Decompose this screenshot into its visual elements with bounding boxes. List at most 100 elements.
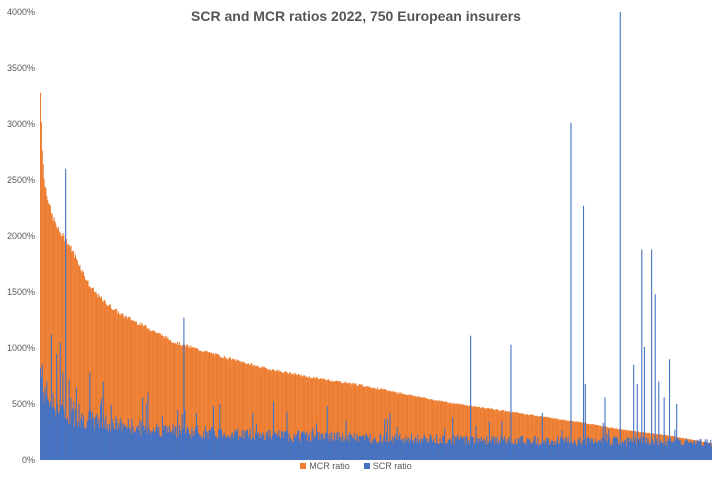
scr-bar	[537, 437, 539, 460]
mcr-bar	[192, 346, 194, 460]
mcr-bar	[367, 385, 369, 460]
scr-bar	[172, 423, 174, 460]
mcr-bar	[205, 351, 207, 460]
scr-bar	[449, 437, 451, 460]
scr-bar	[229, 439, 231, 460]
scr-bar	[416, 442, 418, 460]
scr-bar	[91, 412, 94, 460]
scr-bar	[145, 403, 147, 460]
mcr-bar	[325, 380, 327, 460]
scr-bar	[248, 434, 250, 460]
mcr-bar	[485, 408, 487, 460]
scr-bar	[93, 429, 95, 460]
mcr-bar	[446, 402, 448, 460]
scr-bar	[583, 439, 585, 460]
mcr-bar	[164, 336, 166, 460]
scr-spike-bar	[643, 346, 645, 460]
mcr-bar	[92, 287, 94, 460]
scr-bar	[548, 445, 550, 460]
mcr-bar	[177, 341, 179, 460]
scr-bar	[430, 436, 432, 460]
scr-bar	[475, 425, 477, 460]
scr-bar	[174, 427, 176, 460]
scr-bar	[44, 387, 46, 460]
scr-bar	[393, 437, 395, 460]
scr-bar	[328, 441, 330, 460]
scr-bar	[468, 439, 470, 460]
mcr-bar	[95, 291, 97, 460]
mcr-bar	[307, 377, 309, 460]
scr-bar	[126, 428, 128, 460]
scr-bar	[307, 441, 309, 460]
mcr-bar	[132, 319, 134, 460]
scr-bar	[560, 436, 562, 460]
scr-bar	[312, 428, 314, 460]
mcr-bar	[553, 418, 555, 460]
scr-bar	[582, 440, 584, 460]
mcr-bar	[156, 332, 158, 460]
scr-bar	[292, 441, 294, 460]
mcr-bar	[484, 408, 486, 460]
mcr-bar	[106, 305, 108, 460]
scr-bar	[208, 430, 210, 460]
scr-bar	[462, 439, 464, 460]
scr-bar	[586, 437, 588, 460]
mcr-bar	[169, 339, 171, 460]
scr-spike-bar	[676, 404, 678, 460]
mcr-bar	[505, 410, 507, 460]
scr-bar	[122, 423, 124, 460]
scr-bar	[47, 398, 49, 460]
scr-bar	[98, 418, 100, 460]
scr-bar	[406, 440, 408, 460]
scr-bar	[697, 440, 699, 460]
scr-bar	[109, 430, 111, 460]
scr-spike-bar	[541, 412, 543, 460]
mcr-bar	[593, 424, 595, 460]
scr-bar	[634, 441, 636, 460]
mcr-bar	[483, 407, 485, 460]
chart-title: SCR and MCR ratios 2022, 750 European in…	[191, 8, 521, 24]
mcr-bar	[155, 333, 157, 460]
scr-bar	[176, 438, 178, 460]
mcr-bar	[179, 344, 181, 460]
scr-bar	[542, 442, 544, 460]
mcr-bar	[134, 321, 136, 460]
mcr-bar	[210, 353, 212, 460]
scr-bar	[696, 439, 698, 460]
scr-bar	[380, 435, 382, 460]
mcr-bar	[625, 430, 628, 460]
scr-bar	[210, 430, 212, 460]
mcr-bar	[465, 405, 467, 460]
scr-bar	[341, 441, 343, 460]
scr-bar	[523, 443, 525, 460]
scr-bar	[346, 438, 348, 460]
mcr-bar	[359, 384, 361, 460]
mcr-bar	[609, 427, 611, 460]
mcr-bar	[289, 372, 292, 460]
scr-bar	[199, 436, 201, 460]
scr-bar	[601, 436, 603, 460]
scr-bar	[669, 438, 671, 460]
mcr-bar	[280, 371, 282, 460]
scr-bar	[314, 435, 316, 460]
scr-bar	[477, 437, 479, 460]
scr-bar	[327, 435, 329, 460]
scr-bar	[652, 442, 654, 460]
scr-bar	[200, 435, 202, 460]
scr-bar	[686, 438, 688, 460]
scr-bar	[488, 442, 490, 460]
mcr-bar	[86, 281, 88, 460]
scr-bar	[377, 443, 379, 460]
scr-bar	[673, 440, 675, 460]
mcr-bar	[400, 392, 402, 460]
scr-bar	[592, 442, 594, 460]
mcr-bar	[375, 388, 377, 460]
scr-bar	[685, 440, 687, 460]
scr-bar	[693, 441, 695, 460]
legend: MCR ratio SCR ratio	[0, 461, 712, 471]
scr-bar	[538, 445, 540, 460]
scr-bar	[348, 441, 350, 460]
mcr-bar	[388, 391, 390, 460]
scr-bar	[427, 441, 429, 460]
scr-bar	[48, 406, 51, 460]
